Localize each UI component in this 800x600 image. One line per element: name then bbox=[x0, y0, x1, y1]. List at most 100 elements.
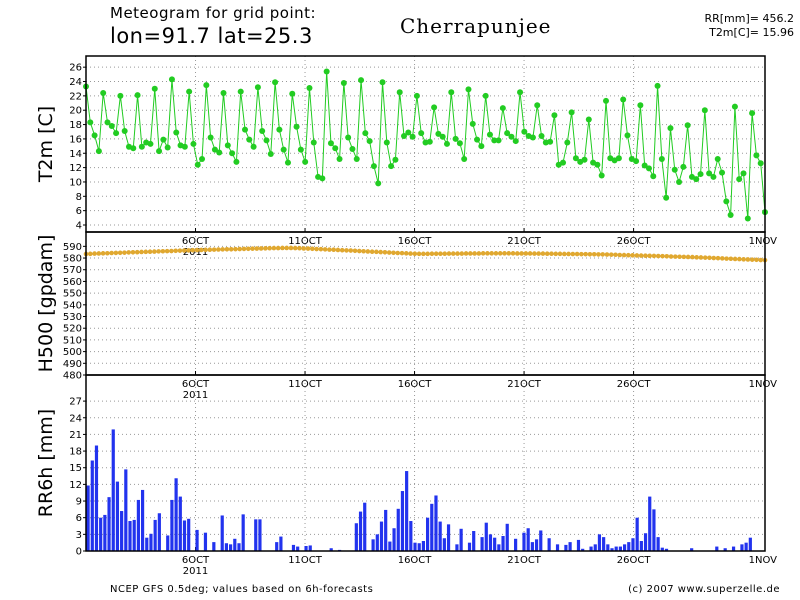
t2m-point bbox=[727, 211, 734, 218]
rr-bar bbox=[610, 548, 614, 551]
h500-point bbox=[314, 246, 319, 252]
h500-point bbox=[194, 247, 200, 253]
h500-point bbox=[237, 246, 243, 252]
t2m-point bbox=[186, 88, 193, 95]
h500-point bbox=[156, 249, 161, 254]
rr-bar bbox=[94, 445, 99, 551]
rr-bar bbox=[99, 517, 103, 551]
t2m-point bbox=[113, 130, 120, 137]
rr-bar bbox=[438, 521, 442, 551]
y-tick-label: 24 bbox=[69, 413, 82, 424]
y-tick-label: 6 bbox=[76, 513, 82, 524]
h500-point bbox=[745, 257, 751, 262]
rr-bar bbox=[329, 548, 333, 551]
rr-bar bbox=[124, 469, 128, 551]
h500-point bbox=[681, 254, 687, 260]
rr-bar bbox=[514, 538, 518, 551]
h500-point bbox=[412, 251, 418, 257]
rr-bar bbox=[635, 517, 639, 551]
t2m-point bbox=[168, 76, 175, 83]
t2m-point bbox=[272, 79, 279, 86]
h500-point bbox=[92, 251, 97, 256]
t2m-point bbox=[572, 155, 579, 162]
rr-bar bbox=[614, 546, 618, 551]
h500-point bbox=[561, 251, 567, 257]
h500-point bbox=[702, 255, 708, 260]
t2m-point bbox=[439, 133, 446, 140]
rr-bar bbox=[308, 545, 312, 551]
rr-bar bbox=[459, 528, 463, 551]
x-tick-label: 11OCT bbox=[288, 555, 323, 566]
h500-point bbox=[758, 257, 764, 263]
rr-bar bbox=[488, 534, 493, 551]
y-tick-label: 590 bbox=[63, 242, 82, 253]
x-tick-label: 1NOV bbox=[749, 379, 778, 390]
t2m-point bbox=[117, 92, 124, 99]
t2m-point bbox=[693, 176, 700, 183]
t2m-point bbox=[508, 133, 515, 140]
x-tick-label: 6OCT bbox=[182, 555, 210, 566]
rr-bar bbox=[631, 538, 635, 551]
h500-point bbox=[297, 245, 302, 251]
t2m-point bbox=[491, 137, 498, 144]
rr-bar bbox=[379, 521, 384, 551]
h500-point bbox=[527, 251, 533, 256]
h500-point bbox=[647, 253, 652, 259]
y-tick-label: 520 bbox=[63, 324, 82, 335]
h500-point bbox=[711, 255, 717, 261]
rr-bar bbox=[589, 546, 593, 551]
t2m-point bbox=[366, 138, 373, 145]
h500-point bbox=[596, 252, 601, 257]
copyright: (c) 2007 www.superzelle.de bbox=[628, 584, 780, 595]
y-tick-label: 3 bbox=[76, 530, 82, 541]
t2m-point bbox=[581, 156, 588, 163]
t2m-point bbox=[650, 173, 657, 180]
t2m-point bbox=[388, 163, 395, 170]
y-tick-label: 510 bbox=[63, 335, 82, 346]
t2m-point bbox=[207, 134, 214, 141]
h500-point bbox=[655, 253, 661, 259]
h500-point bbox=[310, 246, 315, 252]
t2m-point bbox=[443, 140, 450, 147]
t2m-point bbox=[469, 120, 476, 127]
y-tick-label: 14 bbox=[69, 149, 82, 160]
t2m-point bbox=[181, 143, 188, 150]
h500-point bbox=[408, 251, 413, 256]
t2m-point bbox=[504, 130, 511, 137]
t2m-point bbox=[461, 156, 468, 162]
rr-bar bbox=[384, 509, 388, 551]
rr-bar bbox=[187, 518, 191, 551]
h500-point bbox=[361, 248, 366, 254]
h500-point bbox=[395, 250, 401, 256]
h500-point bbox=[600, 252, 606, 257]
t2m-point bbox=[701, 107, 708, 114]
t2m-point bbox=[620, 96, 627, 103]
rr-bar bbox=[212, 542, 216, 551]
h500-point bbox=[732, 256, 738, 262]
rr-bar bbox=[400, 491, 405, 551]
t2m-point bbox=[362, 130, 369, 137]
h500-point bbox=[566, 251, 571, 257]
h500-point bbox=[463, 251, 469, 256]
h500-point bbox=[728, 256, 734, 262]
t2m-point bbox=[684, 122, 691, 129]
rr-bar bbox=[224, 543, 229, 551]
h500-point bbox=[540, 251, 546, 256]
h500-point bbox=[664, 253, 670, 259]
h500-point bbox=[651, 253, 657, 259]
rr-bar bbox=[434, 495, 438, 551]
h500-point bbox=[113, 250, 119, 256]
t2m-point bbox=[663, 194, 670, 201]
t2m-point bbox=[246, 136, 253, 143]
y-tick-label: 24 bbox=[69, 77, 82, 88]
rr-bar bbox=[472, 531, 476, 551]
t2m-point bbox=[413, 92, 420, 99]
h500-point bbox=[754, 257, 759, 263]
t2m-point bbox=[383, 139, 390, 146]
t2m-point bbox=[521, 128, 528, 135]
t2m-point bbox=[435, 130, 442, 137]
t2m-point bbox=[349, 145, 356, 152]
t2m-point bbox=[465, 86, 472, 93]
rr-bar bbox=[354, 523, 358, 551]
h500-point bbox=[199, 247, 204, 253]
